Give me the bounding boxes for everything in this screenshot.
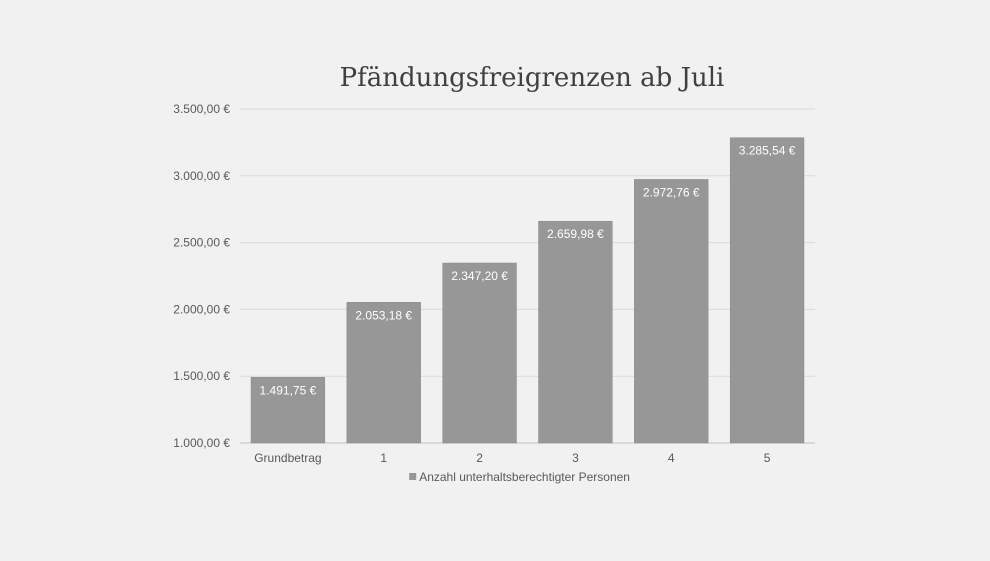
bar <box>346 302 421 444</box>
bar <box>442 262 517 444</box>
x-tick-label: 3 <box>572 451 579 465</box>
y-axis-tick-labels: 1.000,00 € 1.500,00 € 2.000,00 € 2.500,00 €… <box>173 102 230 450</box>
x-tick-label: 5 <box>764 451 771 465</box>
bar <box>729 137 805 444</box>
x-tick-label: 1 <box>380 451 387 465</box>
data-labels: 1.491,75 € 2.053,18 € 2.347,20 € 2.659,98 €… <box>260 144 796 398</box>
gridlines <box>240 108 815 444</box>
bars <box>250 137 805 444</box>
x-tick-label: Grundbetrag <box>254 451 321 465</box>
y-tick-label: 3.000,00 € <box>173 169 230 183</box>
data-label: 3.285,54 € <box>739 144 796 158</box>
y-tick-label: 2.000,00 € <box>173 302 230 316</box>
y-tick-label: 1.500,00 € <box>173 369 230 383</box>
data-label: 2.972,76 € <box>643 185 700 199</box>
legend-label: Anzahl unterhaltsberechtigter Personen <box>419 470 630 484</box>
bar <box>250 377 326 444</box>
bar <box>634 179 709 444</box>
x-tick-label: 2 <box>476 451 483 465</box>
data-label: 2.053,18 € <box>355 308 412 322</box>
y-tick-label: 3.500,00 € <box>173 102 230 116</box>
legend: Anzahl unterhaltsberechtigter Personen <box>409 470 630 484</box>
data-label: 2.659,98 € <box>547 227 604 241</box>
bar <box>538 220 613 444</box>
x-axis-tick-labels: Grundbetrag 1 2 3 4 5 <box>254 451 771 465</box>
x-tick-label: 4 <box>668 451 675 465</box>
data-label: 1.491,75 € <box>260 383 317 397</box>
y-tick-label: 2.500,00 € <box>173 236 230 250</box>
legend-swatch <box>409 473 417 480</box>
data-label: 2.347,20 € <box>451 269 508 283</box>
y-tick-label: 1.000,00 € <box>173 436 230 450</box>
chart-title: Pfändungsfreigrenzen ab Juli <box>340 63 725 93</box>
